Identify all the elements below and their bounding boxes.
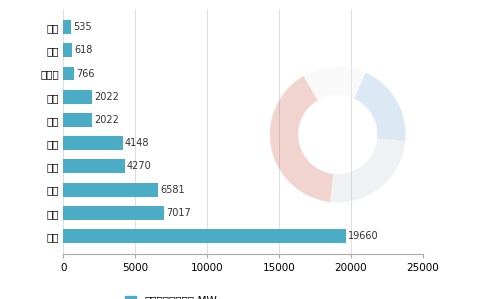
Bar: [63, 43, 72, 57]
Bar: [63, 206, 164, 220]
Bar: [63, 136, 123, 150]
Bar: [63, 159, 124, 173]
Text: 535: 535: [73, 22, 92, 32]
Text: 618: 618: [74, 45, 93, 55]
Wedge shape: [270, 76, 334, 202]
Bar: [63, 183, 158, 196]
Text: 4148: 4148: [125, 138, 150, 148]
Text: 766: 766: [76, 68, 95, 79]
Wedge shape: [330, 139, 405, 203]
Bar: [63, 113, 92, 127]
Text: 2022: 2022: [94, 115, 119, 125]
Text: 2022: 2022: [94, 92, 119, 102]
Wedge shape: [304, 66, 365, 100]
Text: 6581: 6581: [160, 184, 185, 195]
Bar: [63, 20, 71, 34]
Bar: [63, 67, 74, 80]
Bar: [63, 229, 346, 243]
Text: 7017: 7017: [166, 208, 191, 218]
Wedge shape: [354, 72, 406, 142]
Bar: [63, 90, 92, 104]
Text: 4270: 4270: [127, 161, 152, 171]
Text: 19660: 19660: [348, 231, 379, 241]
Legend: 风电新增装机容量:MW: 风电新增装机容量:MW: [121, 291, 221, 299]
